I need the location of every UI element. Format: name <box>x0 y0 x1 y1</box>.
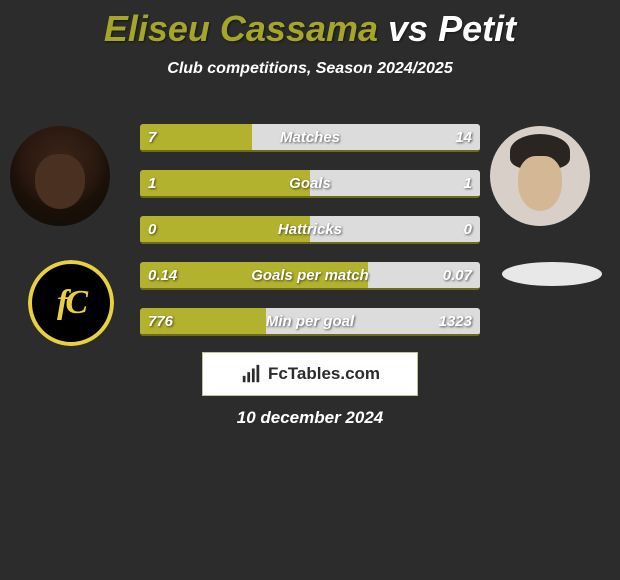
club-badge-icon: fC <box>28 260 114 346</box>
stat-bar-row: 11Goals <box>140 170 480 198</box>
player2-name: Petit <box>438 8 516 49</box>
bar-label: Matches <box>140 124 480 150</box>
stats-bars: 714Matches 11Goals 00Hattricks 0.140.07Goal… <box>140 124 480 354</box>
bar-label: Min per goal <box>140 308 480 334</box>
brand-text: FcTables.com <box>268 364 380 384</box>
bar-label: Goals <box>140 170 480 196</box>
stat-bar-row: 714Matches <box>140 124 480 152</box>
stat-bar-row: 00Hattricks <box>140 216 480 244</box>
vs-text: vs <box>388 8 428 49</box>
player1-club-badge: fC <box>28 260 114 346</box>
player1-face-icon <box>10 126 110 226</box>
stat-bar-row: 0.140.07Goals per match <box>140 262 480 290</box>
bar-label: Goals per match <box>140 262 480 288</box>
subtitle: Club competitions, Season 2024/2025 <box>0 60 620 78</box>
club-badge-text: fC <box>57 284 85 322</box>
stat-bar-row: 7761323Min per goal <box>140 308 480 336</box>
date-text: 10 december 2024 <box>0 408 620 428</box>
player2-avatar <box>490 126 590 226</box>
brand-box: FcTables.com <box>202 352 418 396</box>
comparison-title: Eliseu Cassama vs Petit <box>0 0 620 50</box>
chart-icon <box>240 363 262 385</box>
player1-name: Eliseu Cassama <box>104 8 378 49</box>
player2-club-badge <box>502 262 602 286</box>
player2-face-icon <box>490 126 590 226</box>
bar-label: Hattricks <box>140 216 480 242</box>
player1-avatar <box>10 126 110 226</box>
